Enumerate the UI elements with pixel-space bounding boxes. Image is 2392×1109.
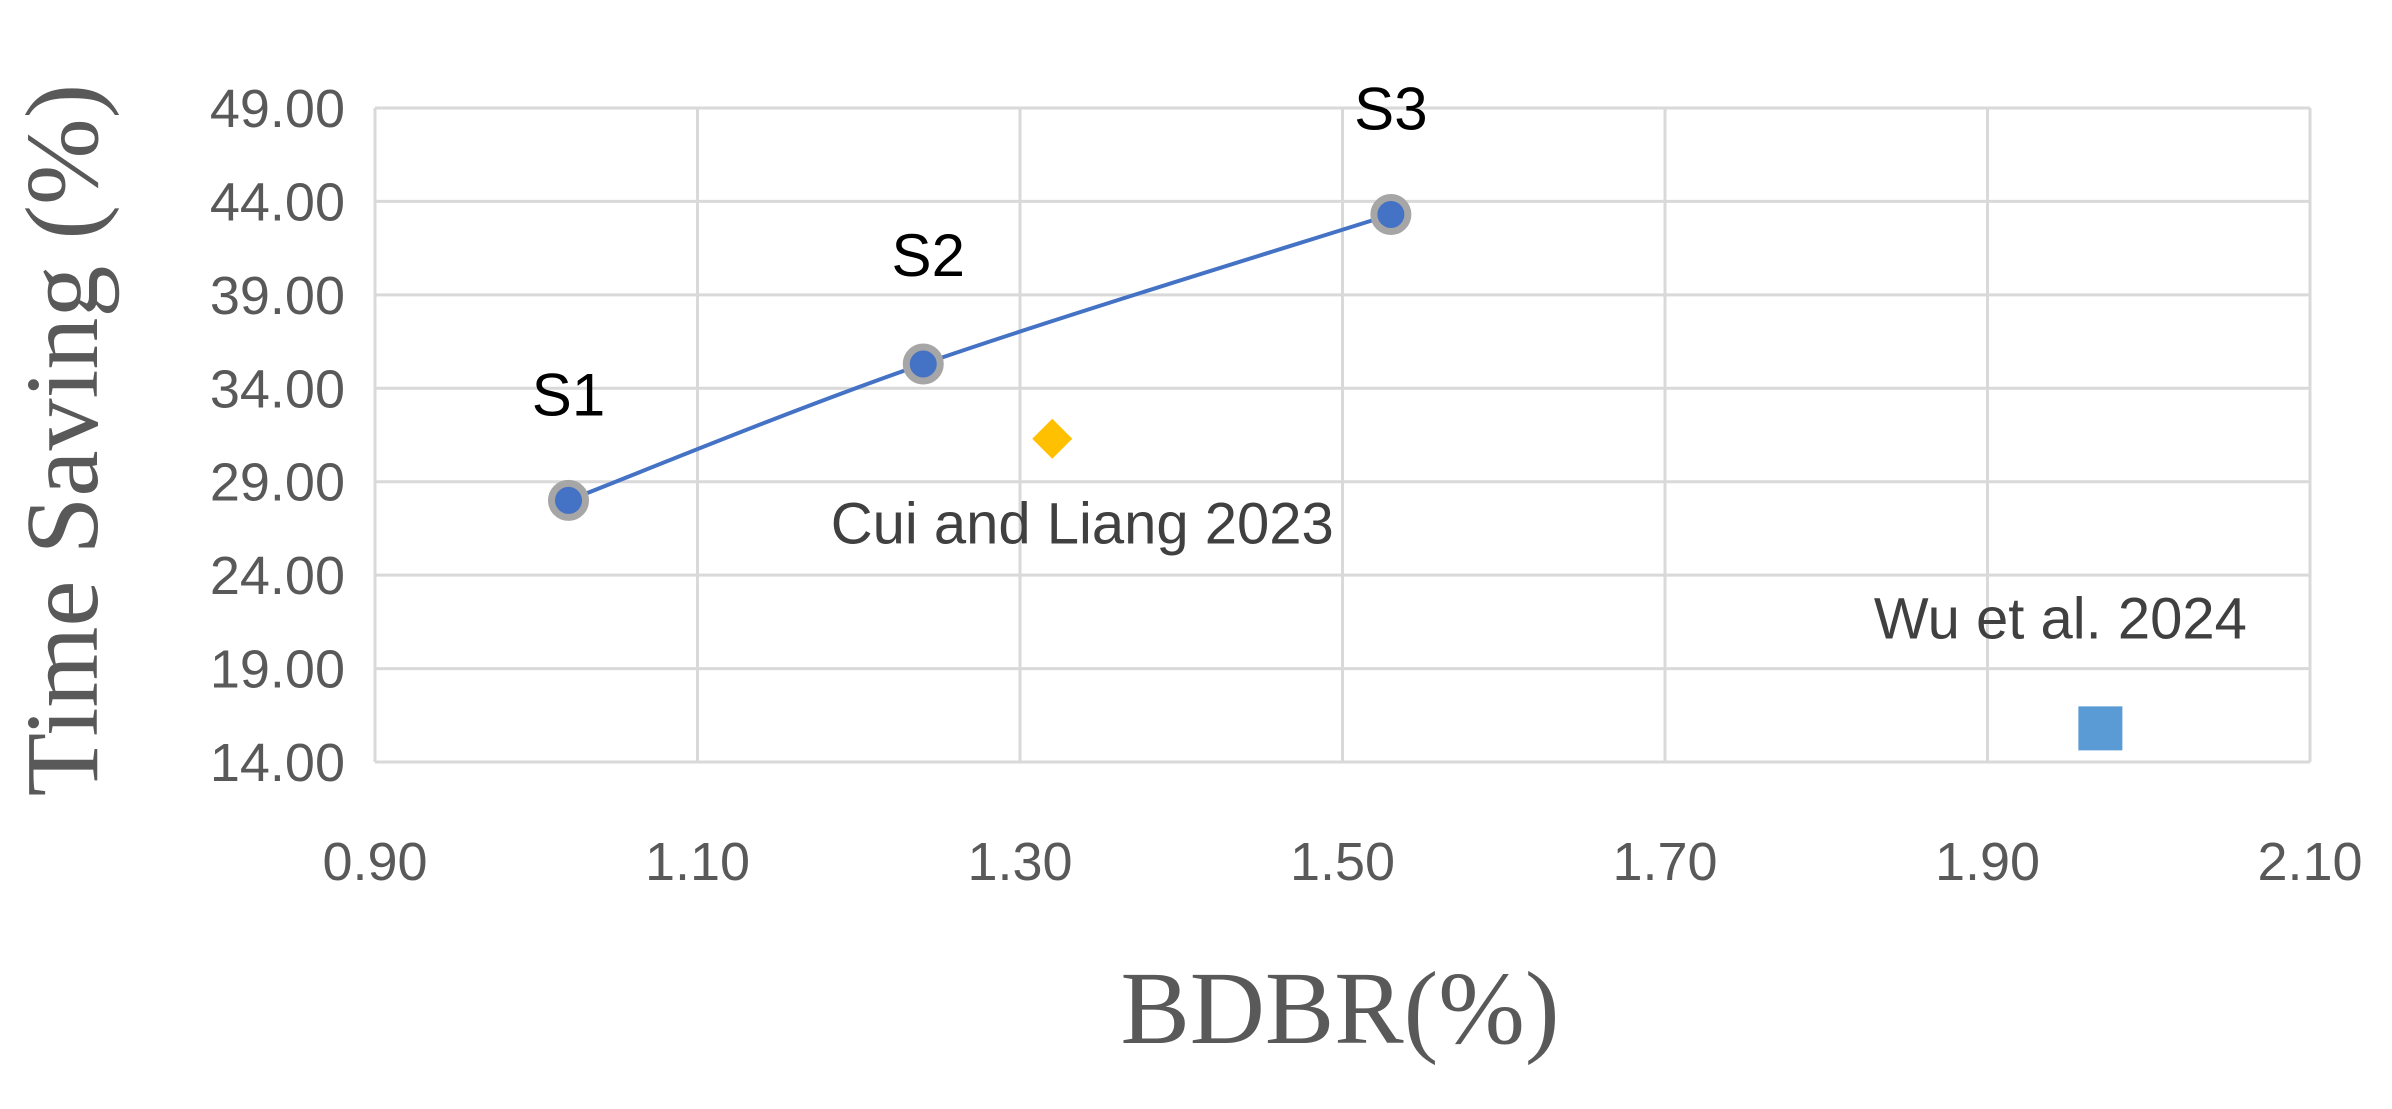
x-tick-label: 2.10 xyxy=(2257,832,2362,892)
point-labels: S1 S2 S3 Cui and Liang 2023 Wu et al. 2024 xyxy=(532,76,2247,652)
x-tick-label: 1.70 xyxy=(1612,832,1717,892)
data-label: S2 xyxy=(892,222,965,289)
series-line xyxy=(567,212,1392,503)
y-tick-label: 39.00 xyxy=(210,266,345,326)
x-tick-label: 1.30 xyxy=(967,832,1072,892)
data-series xyxy=(548,194,2123,751)
x-tick-label: 1.90 xyxy=(1935,832,2040,892)
y-tick-label: 49.00 xyxy=(210,79,345,139)
x-tick-label: 0.90 xyxy=(322,832,427,892)
x-axis-label: BDBR(%) xyxy=(1120,951,1559,1066)
data-label: S1 xyxy=(532,361,605,428)
data-point xyxy=(1370,194,1412,236)
y-tick-label: 44.00 xyxy=(210,172,345,232)
y-tick-label: 19.00 xyxy=(210,640,345,700)
data-label: Cui and Liang 2023 xyxy=(831,492,1334,557)
y-tick-labels: 14.00 19.00 24.00 29.00 34.00 39.00 44.00 49.00 xyxy=(210,79,345,793)
data-point-square xyxy=(2078,706,2123,751)
data-label: S3 xyxy=(1354,76,1427,143)
gridlines xyxy=(373,106,2312,764)
y-tick-label: 34.00 xyxy=(210,359,345,419)
data-label: Wu et al. 2024 xyxy=(1874,586,2247,651)
data-point xyxy=(902,343,944,385)
y-axis-label: Time Saving (%) xyxy=(5,84,120,797)
x-tick-label: 1.10 xyxy=(645,832,750,892)
y-tick-label: 14.00 xyxy=(210,733,345,793)
data-point xyxy=(548,479,589,521)
x-tick-label: 1.50 xyxy=(1290,832,1395,892)
x-tick-labels: 0.90 1.10 1.30 1.50 1.70 1.90 2.10 xyxy=(322,832,2362,892)
data-point-diamond xyxy=(1032,418,1073,459)
y-tick-label: 24.00 xyxy=(210,546,345,606)
y-tick-label: 29.00 xyxy=(210,453,345,513)
